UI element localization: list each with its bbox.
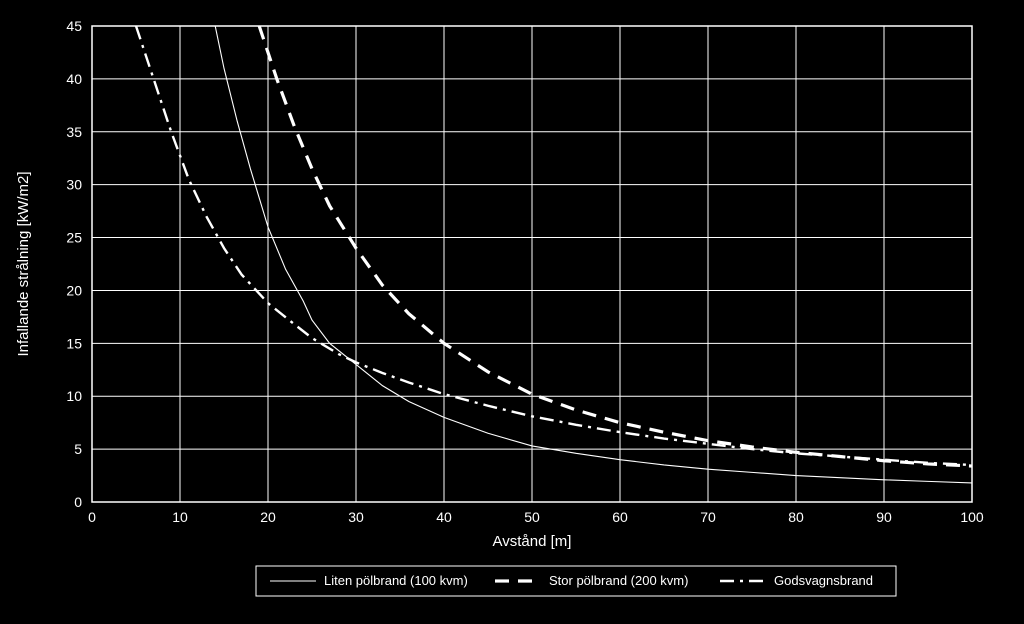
x-axis-label: Avstånd [m]: [493, 533, 572, 550]
y-axis-label: Infallande strålning [kW/m2]: [15, 171, 32, 356]
x-tick-label: 30: [348, 509, 364, 525]
x-tick-label: 60: [612, 509, 628, 525]
legend-label-stor: Stor pölbrand (200 kvm): [549, 573, 688, 588]
x-tick-label: 100: [960, 509, 984, 525]
y-ticks: 0 5 10 15 20 25 30 35 40 45: [66, 18, 82, 510]
y-tick-label: 30: [66, 177, 82, 193]
series-godsvagn: [136, 26, 972, 465]
radiation-chart: 0 10 20 30 40 50 60 70 80 90 100 0 5 10 15 20 25 30 35 40 45…: [0, 0, 1024, 624]
x-tick-label: 80: [788, 509, 804, 525]
y-tick-label: 40: [66, 71, 82, 87]
y-tick-label: 5: [74, 441, 82, 457]
y-tick-label: 0: [74, 494, 82, 510]
chart-svg: 0 10 20 30 40 50 60 70 80 90 100 0 5 10 15 20 25 30 35 40 45…: [0, 0, 1024, 624]
y-tick-label: 20: [66, 282, 82, 298]
x-tick-label: 50: [524, 509, 540, 525]
x-tick-label: 70: [700, 509, 716, 525]
x-tick-label: 90: [876, 509, 892, 525]
x-tick-label: 20: [260, 509, 276, 525]
legend-label-godsvagn: Godsvagnsbrand: [774, 573, 873, 588]
series-stor: [259, 26, 972, 466]
legend: Liten pölbrand (100 kvm) Stor pölbrand (2…: [256, 566, 896, 596]
y-tick-label: 35: [66, 124, 82, 140]
y-tick-label: 45: [66, 18, 82, 34]
x-tick-label: 40: [436, 509, 452, 525]
y-tick-label: 25: [66, 230, 82, 246]
y-tick-label: 10: [66, 388, 82, 404]
series-group: [136, 26, 972, 483]
x-tick-label: 0: [88, 509, 96, 525]
y-tick-label: 15: [66, 335, 82, 351]
x-ticks: 0 10 20 30 40 50 60 70 80 90 100: [88, 509, 984, 525]
grid: [92, 26, 972, 502]
x-tick-label: 10: [172, 509, 188, 525]
legend-label-liten: Liten pölbrand (100 kvm): [324, 573, 468, 588]
